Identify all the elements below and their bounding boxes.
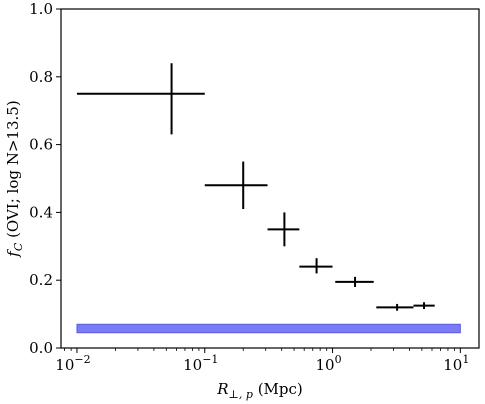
y-tick-label: 1.0 bbox=[29, 0, 53, 18]
y-axis-label: fC (OVI; log N>13.5) bbox=[4, 100, 25, 257]
y-tick-label: 0.2 bbox=[29, 271, 53, 289]
y-tick-label: 0.8 bbox=[29, 68, 53, 86]
reference-band-layer bbox=[76, 323, 461, 334]
x-tick-label: 101 bbox=[443, 353, 469, 374]
data-point bbox=[413, 302, 435, 310]
y-tick-label: 0.6 bbox=[29, 136, 53, 154]
y-tick-label: 0.0 bbox=[29, 339, 53, 357]
reference-band bbox=[76, 323, 461, 334]
axes-layer bbox=[56, 8, 480, 353]
x-tick-label: 100 bbox=[315, 353, 341, 374]
data-points-layer bbox=[76, 63, 435, 311]
x-tick-label: 10−1 bbox=[183, 353, 218, 374]
labels-layer: 0.0 0.2 0.4 0.6 0.8 1.0 10−2 10−1 100 101 R⊥, p (M… bbox=[4, 0, 469, 401]
y-tick-label: 0.4 bbox=[29, 203, 53, 221]
data-point bbox=[335, 276, 374, 287]
data-point bbox=[204, 161, 268, 210]
data-point bbox=[267, 212, 300, 247]
data-point bbox=[376, 303, 414, 311]
data-point bbox=[299, 258, 333, 274]
x-axis-label: R⊥, p (Mpc) bbox=[216, 380, 303, 401]
x-tick-label: 10−2 bbox=[55, 353, 90, 374]
plot-frame bbox=[60, 8, 480, 349]
data-point bbox=[76, 63, 205, 135]
